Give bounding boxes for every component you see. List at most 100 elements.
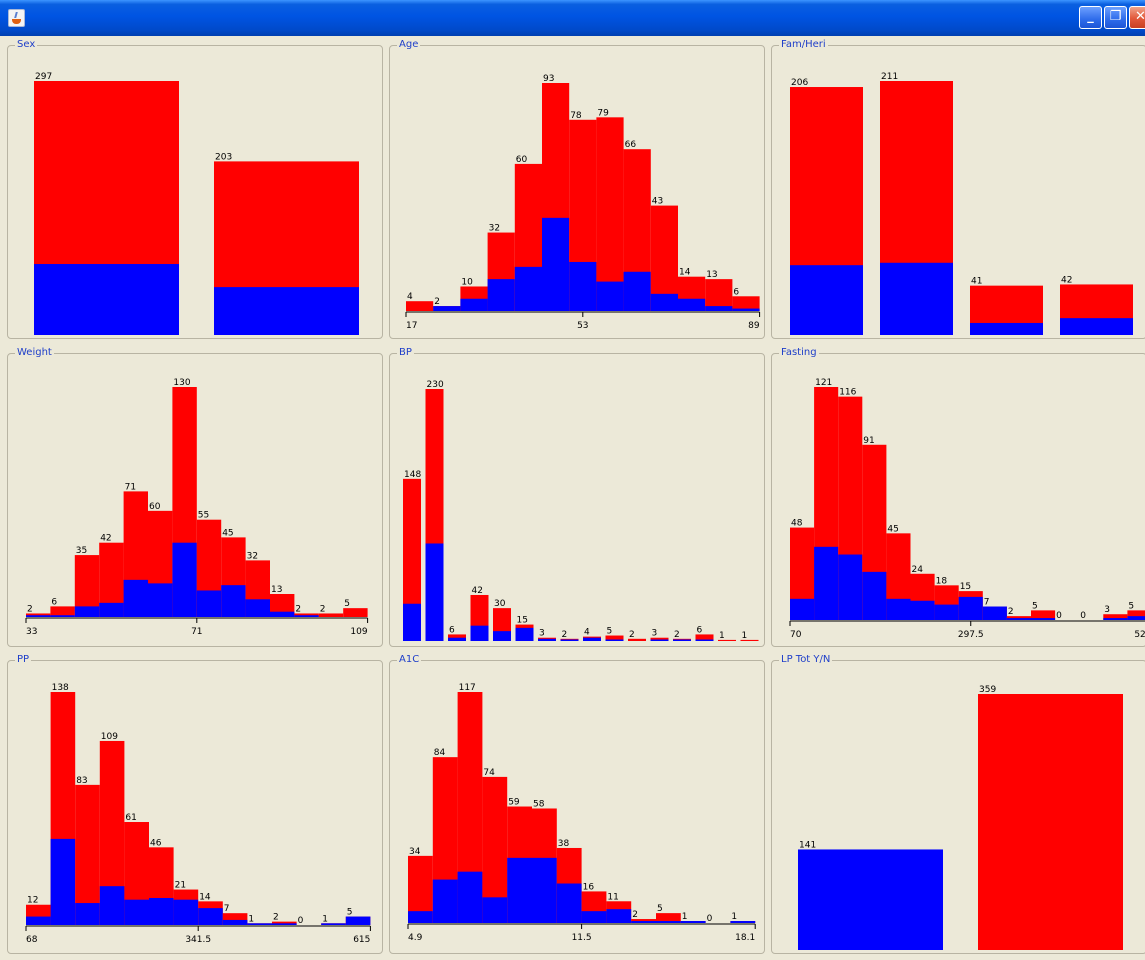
x-tick-label: 71 xyxy=(191,627,202,637)
bar-value-label: 4 xyxy=(407,292,413,302)
bar-value-label: 297 xyxy=(35,72,52,82)
bar-top xyxy=(656,913,681,923)
bar-value-label: 32 xyxy=(489,224,500,234)
x-tick-label: 18.1 xyxy=(735,933,755,943)
bar-value-label: 12 xyxy=(27,896,38,906)
bar-bottom xyxy=(880,262,953,335)
bar-top xyxy=(596,117,624,312)
bar-value-label: 93 xyxy=(543,74,554,84)
bar-bottom xyxy=(605,639,624,641)
chart-fam-heri: 206 211 41 42 xyxy=(790,72,1133,336)
chart-a1c: 34 84 117 74 59 58 38 16 11 2 5 1 0 1 4.9 11.5 18.1 xyxy=(407,683,756,943)
bar-bottom xyxy=(631,921,656,923)
bar-value-label: 14 xyxy=(679,268,691,278)
bar-bottom xyxy=(148,583,173,617)
bar-bottom xyxy=(457,871,483,923)
bar-bottom xyxy=(798,849,943,950)
bar-bottom xyxy=(245,599,270,617)
bar-value-label: 7 xyxy=(984,598,990,608)
bar-value-label: 3 xyxy=(1104,605,1110,615)
bar-value-label: 1 xyxy=(248,914,254,924)
chart-lp-tot: 141 359 xyxy=(798,685,1123,950)
bar-value-label: 13 xyxy=(271,585,282,595)
bar-value-label: 1 xyxy=(731,912,737,922)
bar-bottom xyxy=(514,266,542,311)
bar-bottom xyxy=(270,611,295,617)
bar-bottom xyxy=(678,298,706,311)
bar-bottom xyxy=(838,554,863,620)
bar-value-label: 2 xyxy=(562,630,568,640)
bar-value-label: 211 xyxy=(881,72,898,82)
bar-value-label: 43 xyxy=(652,197,663,207)
bar-bottom xyxy=(403,603,421,641)
bar-value-label: 2 xyxy=(273,913,279,923)
bar-value-label: 6 xyxy=(51,597,57,607)
chart-panel-bp: BP 148 230 6 42 30 15 3 2 4 5 2 3 2 6 1 1 xyxy=(389,346,765,647)
bar-value-label: 42 xyxy=(472,586,483,596)
bar-value-label: 13 xyxy=(706,270,717,280)
bar-bottom xyxy=(982,606,1007,620)
bar-bottom xyxy=(173,899,199,925)
bar-value-label: 2 xyxy=(295,604,301,614)
bar-value-label: 15 xyxy=(517,616,528,626)
bar-value-label: 203 xyxy=(215,152,232,162)
bar-bottom xyxy=(26,615,51,617)
bar-bottom xyxy=(34,264,179,335)
bar-value-label: 2 xyxy=(320,604,326,614)
bar-value-label: 141 xyxy=(799,840,816,850)
chart-panel-fasting: Fasting 48 121 116 91 45 24 18 15 7 2 5 0 0 3 5 70 297.5… xyxy=(771,346,1145,647)
chart-sex: 297 203 xyxy=(34,72,359,335)
minimize-icon[interactable]: _ xyxy=(1079,6,1102,29)
bar-top xyxy=(705,279,733,311)
bar-bottom xyxy=(596,281,624,311)
bar-value-label: 79 xyxy=(597,108,609,118)
bar-bottom xyxy=(196,590,222,617)
bar-bottom xyxy=(623,271,651,311)
bar-value-label: 121 xyxy=(815,378,832,388)
bar-value-label: 117 xyxy=(459,683,476,693)
bar-bottom xyxy=(50,838,76,925)
bar-bottom xyxy=(560,639,579,641)
bar-value-label: 74 xyxy=(483,768,495,778)
x-tick-label: 4.9 xyxy=(408,933,423,943)
bar-top xyxy=(605,635,624,641)
bar-value-label: 5 xyxy=(347,908,353,918)
bar-bottom xyxy=(198,908,223,925)
bar-top xyxy=(650,637,669,641)
bar-top xyxy=(628,638,646,641)
bar-bottom xyxy=(75,903,100,925)
bar-bottom xyxy=(1103,618,1128,620)
bar-bottom xyxy=(569,261,597,311)
chart-panel-a1c: A1C 34 84 117 74 59 58 38 16 11 2 5 1 0 1 4.9 11.5 18.1 xyxy=(389,653,765,954)
bar-top xyxy=(270,594,295,617)
bar-bottom xyxy=(99,886,125,925)
bar-value-label: 6 xyxy=(449,625,455,635)
close-icon[interactable]: ✕ xyxy=(1129,6,1145,29)
x-tick-label: 53 xyxy=(577,321,588,331)
restore-icon[interactable]: ❐ xyxy=(1104,6,1127,29)
window-title-bar[interactable]: _ ❐ ✕ xyxy=(0,0,1145,36)
bar-value-label: 55 xyxy=(198,511,209,521)
bar-top xyxy=(448,634,466,641)
bar-value-label: 42 xyxy=(1061,275,1072,285)
bar-top xyxy=(343,608,368,617)
bar-bottom xyxy=(493,631,511,641)
bar-top xyxy=(222,913,248,925)
bar-bottom xyxy=(934,604,959,620)
bar-value-label: 5 xyxy=(1032,601,1038,611)
bar-value-label: 230 xyxy=(427,380,444,390)
bar-value-label: 16 xyxy=(583,882,595,892)
bar-value-label: 206 xyxy=(791,78,808,88)
x-tick-label: 341.5 xyxy=(185,935,211,945)
chart-panel-sex: Sex 297 203 xyxy=(7,38,383,339)
bar-value-label: 359 xyxy=(979,685,996,695)
bar-bottom xyxy=(408,911,433,923)
bar-value-label: 60 xyxy=(516,155,528,165)
bar-top xyxy=(50,606,75,617)
bar-value-label: 10 xyxy=(461,277,473,287)
bar-bottom xyxy=(222,919,248,925)
bar-top xyxy=(75,784,100,925)
bar-value-label: 45 xyxy=(222,528,233,538)
panel-title: Sex xyxy=(15,38,38,52)
